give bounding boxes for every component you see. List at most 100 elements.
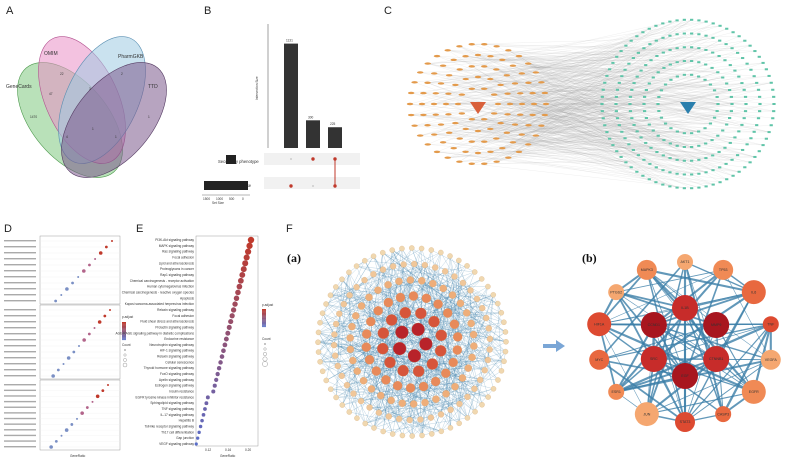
compound-node bbox=[462, 55, 469, 58]
e-dot bbox=[240, 266, 247, 273]
ppi-edge bbox=[388, 284, 488, 287]
target-node bbox=[703, 78, 707, 81]
target-node bbox=[663, 83, 668, 86]
target-node bbox=[772, 103, 776, 105]
ppi-edge bbox=[445, 317, 487, 394]
network-edge bbox=[427, 79, 671, 83]
ppi-edge bbox=[400, 297, 415, 356]
ppi-edge bbox=[334, 269, 384, 335]
network-edge bbox=[490, 56, 774, 112]
d-term-label bbox=[4, 369, 36, 371]
network-edge bbox=[490, 128, 663, 185]
e-pathway-label: Rap1 signaling pathway bbox=[160, 273, 194, 277]
e-pathway-label: Focal adhesion bbox=[172, 314, 194, 318]
target-node bbox=[721, 76, 725, 79]
ppi-edge bbox=[322, 313, 335, 335]
target-node bbox=[704, 142, 708, 145]
target-node bbox=[761, 61, 765, 64]
network-edge bbox=[512, 138, 767, 143]
ppi-node bbox=[442, 308, 453, 318]
network-edge bbox=[427, 82, 707, 187]
ppi-node bbox=[317, 359, 323, 365]
e-pathway-label: Prolactin signaling pathway bbox=[155, 325, 194, 329]
network-edge bbox=[471, 66, 730, 91]
network-edge bbox=[471, 66, 678, 188]
d-dot bbox=[60, 294, 63, 296]
ppi-node bbox=[490, 292, 496, 298]
network-edge bbox=[507, 40, 657, 94]
upset-set-tick: 1000 bbox=[216, 197, 223, 201]
target-node bbox=[718, 39, 722, 42]
network-edge bbox=[496, 60, 692, 70]
ppi-node bbox=[415, 307, 427, 320]
target-node bbox=[631, 148, 635, 151]
go-facet-mf bbox=[39, 379, 121, 451]
network-edge bbox=[433, 64, 706, 105]
target-node bbox=[682, 73, 686, 76]
hub-node-label: EGF bbox=[681, 374, 689, 378]
compound-node bbox=[468, 140, 475, 143]
compound-node bbox=[493, 160, 500, 163]
target-node bbox=[718, 166, 722, 169]
ppi-node bbox=[447, 406, 454, 413]
ppi-node bbox=[399, 307, 412, 319]
target-node bbox=[744, 103, 748, 105]
target-node bbox=[682, 145, 686, 148]
ppi-node bbox=[380, 249, 386, 256]
ppi-edge bbox=[414, 252, 441, 265]
target-node bbox=[743, 95, 748, 98]
compound-node bbox=[525, 124, 532, 127]
compound-node bbox=[445, 74, 453, 77]
ppi-node bbox=[447, 425, 454, 431]
target-node bbox=[690, 46, 694, 49]
target-node bbox=[704, 157, 708, 160]
target-node bbox=[654, 166, 658, 169]
e-pathway-label: Proteoglycans in cancer bbox=[160, 267, 195, 271]
target-node bbox=[711, 51, 715, 54]
target-node bbox=[614, 95, 618, 98]
compound-node bbox=[424, 143, 431, 146]
target-node bbox=[644, 64, 648, 67]
d-dot bbox=[51, 374, 55, 378]
network-edge bbox=[490, 89, 647, 130]
network-edge bbox=[443, 142, 678, 174]
network-edge bbox=[544, 114, 657, 168]
target-node bbox=[661, 169, 665, 172]
network-edge bbox=[509, 103, 692, 189]
network-edge bbox=[509, 103, 671, 159]
network-edge bbox=[544, 114, 613, 146]
network-edge bbox=[484, 119, 635, 125]
target-node bbox=[601, 88, 605, 91]
ppi-node bbox=[501, 358, 507, 365]
network-edge bbox=[533, 103, 647, 119]
venn-count: 1470 bbox=[30, 115, 37, 119]
network-edge bbox=[420, 52, 713, 136]
ppi-node bbox=[331, 331, 338, 338]
compound-node bbox=[432, 92, 439, 95]
target-node bbox=[712, 116, 717, 119]
d-colorbar-title: p.adjust bbox=[122, 315, 133, 319]
e-colorbar-segment bbox=[262, 309, 266, 310]
ppi-edge bbox=[413, 295, 448, 314]
ppi-node bbox=[332, 352, 339, 359]
d-term-label bbox=[4, 333, 36, 335]
network-edge bbox=[535, 69, 767, 73]
network-edge bbox=[520, 114, 734, 176]
compound-node bbox=[468, 65, 475, 68]
e-colorbar-segment bbox=[262, 324, 266, 326]
target-node bbox=[675, 130, 679, 133]
d-dot bbox=[109, 309, 111, 311]
network-edge bbox=[434, 125, 605, 135]
target-node bbox=[642, 103, 646, 105]
d-colorbar-segment bbox=[122, 324, 126, 326]
compound-node bbox=[439, 141, 447, 144]
compound-node bbox=[509, 141, 517, 144]
ppi-node bbox=[357, 302, 366, 310]
target-node bbox=[611, 61, 615, 64]
compound-node bbox=[450, 58, 457, 62]
e-pathway-label: Thyroid hormone signaling pathway bbox=[144, 366, 195, 370]
target-node bbox=[767, 74, 771, 77]
target-node bbox=[715, 110, 719, 113]
ppi-node bbox=[464, 393, 471, 400]
ppi-node bbox=[362, 258, 368, 264]
